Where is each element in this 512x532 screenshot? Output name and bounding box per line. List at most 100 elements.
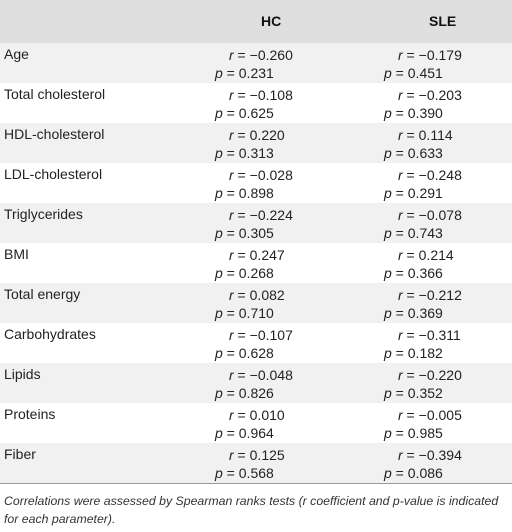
sle-r-value-cell: r = 0.214 (398, 247, 454, 263)
sle-r-value-cell: r = −0.005 (398, 407, 462, 423)
hc-r-value: −0.107 (249, 327, 293, 343)
sle-r-value-cell: r = −0.394 (398, 447, 462, 463)
hc-p-value: 0.710 (238, 305, 274, 321)
table-row: BMI r = 0.247 p = 0.268 r = 0.214 p = 0.366 (0, 243, 512, 283)
sle-p-value-cell: p = 0.291 (384, 185, 443, 201)
parameter-name: HDL-cholesterol (4, 126, 105, 142)
sle-p-value: 0.366 (407, 265, 443, 281)
parameter-name: Triglycerides (4, 206, 83, 222)
table-footnote: Correlations were assessed by Spearman r… (4, 494, 499, 526)
table-bottom-rule (0, 483, 512, 484)
sle-p-value: 0.390 (407, 105, 443, 121)
sle-r-value-cell: r = −0.311 (398, 327, 461, 343)
hc-p-value-cell: p = 0.231 (215, 65, 274, 81)
sle-p-value: 0.291 (407, 185, 443, 201)
sle-p-value-cell: p = 0.182 (384, 345, 443, 361)
sle-r-value-cell: r = −0.248 (398, 167, 462, 183)
hc-p-value: 0.625 (238, 105, 274, 121)
sle-r-value-cell: r = −0.203 (398, 87, 462, 103)
table-row: Total energy r = 0.082 p = 0.710 r = −0.212… (0, 283, 512, 323)
table-body: Age r = −0.260 p = 0.231 r = −0.179 p = 0.45… (0, 43, 512, 483)
sle-r-value: −0.078 (418, 207, 462, 223)
sle-p-value: 0.086 (407, 465, 443, 481)
hc-r-value-cell: r = −0.108 (229, 87, 293, 103)
hc-r-value: −0.224 (249, 207, 293, 223)
hc-p-value-cell: p = 0.826 (215, 385, 274, 401)
sle-r-value: 0.214 (418, 247, 454, 263)
hc-r-value-cell: r = 0.247 (229, 247, 285, 263)
hc-r-value: 0.082 (249, 287, 285, 303)
hc-p-value: 0.898 (238, 185, 274, 201)
hc-p-value-cell: p = 0.964 (215, 425, 274, 441)
table-row: Proteins r = 0.010 p = 0.964 r = −0.005 p = … (0, 403, 512, 443)
hc-p-value-cell: p = 0.305 (215, 225, 274, 241)
hc-r-value: 0.125 (249, 447, 285, 463)
hc-r-value-cell: r = −0.107 (229, 327, 293, 343)
table-row: Fiber r = 0.125 p = 0.568 r = −0.394 p = 0.0… (0, 443, 512, 483)
table-row: Carbohydrates r = −0.107 p = 0.628 r = −0.3… (0, 323, 512, 363)
sle-p-value: 0.633 (407, 145, 443, 161)
parameter-name: Total energy (4, 286, 81, 302)
parameter-name: Age (4, 46, 29, 62)
sle-r-value: −0.203 (418, 87, 462, 103)
hc-p-value-cell: p = 0.268 (215, 265, 274, 281)
hc-p-value: 0.964 (238, 425, 274, 441)
sle-r-value-cell: r = −0.220 (398, 367, 462, 383)
hc-r-value-cell: r = −0.224 (229, 207, 293, 223)
table-row: HDL-cholesterol r = 0.220 p = 0.313 r = 0.1… (0, 123, 512, 163)
table-row: Age r = −0.260 p = 0.231 r = −0.179 p = 0.45… (0, 43, 512, 83)
hc-p-value: 0.305 (238, 225, 274, 241)
sle-p-value-cell: p = 0.352 (384, 385, 443, 401)
table-row: Total cholesterol r = −0.108 p = 0.625 r = … (0, 83, 512, 123)
sle-r-value: −0.005 (418, 407, 462, 423)
sle-p-value-cell: p = 0.985 (384, 425, 443, 441)
parameter-name: Lipids (4, 366, 41, 382)
sle-p-value-cell: p = 0.633 (384, 145, 443, 161)
hc-p-value: 0.568 (238, 465, 274, 481)
hc-r-value: 0.010 (249, 407, 285, 423)
hc-r-value-cell: r = 0.082 (229, 287, 285, 303)
hc-r-value-cell: r = −0.028 (229, 167, 293, 183)
hc-r-value: −0.108 (249, 87, 293, 103)
hc-p-value: 0.313 (238, 145, 274, 161)
parameter-name: LDL-cholesterol (4, 166, 103, 182)
parameter-name: BMI (4, 246, 29, 262)
hc-p-value-cell: p = 0.568 (215, 465, 274, 481)
sle-p-value: 0.451 (407, 65, 443, 81)
hc-p-value: 0.628 (238, 345, 274, 361)
sle-p-value: 0.182 (407, 345, 443, 361)
hc-p-value-cell: p = 0.710 (215, 305, 274, 321)
sle-r-value-cell: r = −0.179 (398, 47, 462, 63)
sle-p-value: 0.985 (407, 425, 443, 441)
hc-p-value: 0.268 (238, 265, 274, 281)
hc-p-value: 0.231 (238, 65, 274, 81)
sle-r-value: −0.220 (418, 367, 462, 383)
hc-p-value-cell: p = 0.628 (215, 345, 274, 361)
sle-p-value: 0.369 (407, 305, 443, 321)
hc-r-value-cell: r = 0.220 (229, 127, 285, 143)
hc-r-value-cell: r = 0.010 (229, 407, 285, 423)
sle-r-value: 0.114 (418, 127, 453, 143)
hc-r-value: 0.247 (249, 247, 285, 263)
sle-r-value: −0.212 (418, 287, 462, 303)
column-header-hc: HC (261, 13, 282, 29)
sle-r-value: −0.179 (418, 47, 462, 63)
sle-p-value-cell: p = 0.369 (384, 305, 443, 321)
sle-r-value: −0.394 (418, 447, 462, 463)
hc-r-value: −0.260 (249, 47, 293, 63)
parameter-name: Carbohydrates (4, 326, 96, 342)
parameter-name: Fiber (4, 446, 36, 462)
parameter-name: Total cholesterol (4, 86, 106, 102)
sle-p-value-cell: p = 0.451 (384, 65, 443, 81)
hc-r-value: −0.028 (249, 167, 293, 183)
hc-r-value: −0.048 (249, 367, 293, 383)
sle-p-value-cell: p = 0.743 (384, 225, 443, 241)
table-header-row: HC SLE (0, 0, 512, 43)
table-row: LDL-cholesterol r = −0.028 p = 0.898 r = −0… (0, 163, 512, 203)
sle-r-value-cell: r = −0.078 (398, 207, 462, 223)
hc-p-value-cell: p = 0.313 (215, 145, 274, 161)
sle-r-value: −0.248 (418, 167, 462, 183)
sle-r-value-cell: r = 0.114 (398, 127, 453, 143)
table-row: Triglycerides r = −0.224 p = 0.305 r = −0.0… (0, 203, 512, 243)
